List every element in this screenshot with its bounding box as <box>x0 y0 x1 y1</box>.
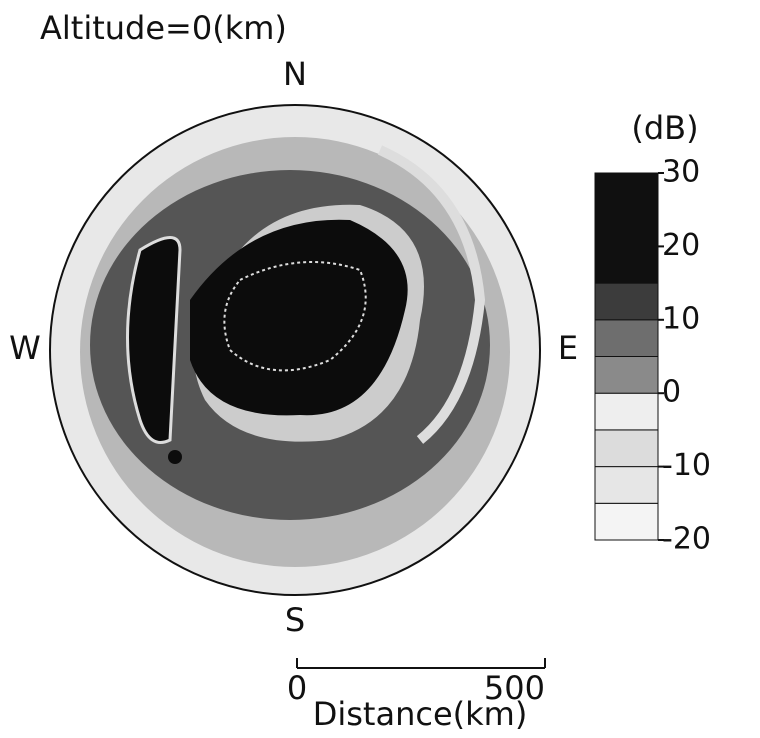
colorbar-band <box>594 319 659 357</box>
colorbar-band <box>594 172 659 284</box>
colorbar: 30 20 10 0 -10 -20 <box>594 155 711 557</box>
colorbar-band <box>594 282 659 321</box>
scale-bar: 0 500 <box>287 658 546 707</box>
colorbar-tick-label: -20 <box>662 522 711 557</box>
chart-title: Altitude=0(km) <box>40 9 287 47</box>
colorbar-band <box>594 356 659 394</box>
colorbar-band <box>594 429 659 468</box>
colorbar-tick-label: 20 <box>662 228 700 263</box>
x-tick-label: 0 <box>287 669 307 707</box>
contour <box>126 236 182 444</box>
colorbar-tick-label: 30 <box>662 155 700 190</box>
colorbar-tick-label: 10 <box>662 301 700 336</box>
colorbar-tick-label: 0 <box>662 375 681 410</box>
compass-label: N <box>283 55 307 93</box>
compass-label: W <box>9 329 41 367</box>
x-tick-label: 500 <box>484 669 545 707</box>
colorbar-band <box>594 466 659 504</box>
compass-label: S <box>285 601 305 639</box>
colorbar-band <box>594 392 659 431</box>
colorbar-band <box>594 502 659 541</box>
colorbar-tick-label: -10 <box>662 448 711 483</box>
contour <box>377 145 486 444</box>
radar-field <box>49 104 541 596</box>
contour <box>168 450 182 464</box>
compass-label: E <box>558 329 578 367</box>
colorbar-label: (dB) <box>631 109 698 147</box>
x-axis-label: Distance(km) <box>313 695 528 733</box>
